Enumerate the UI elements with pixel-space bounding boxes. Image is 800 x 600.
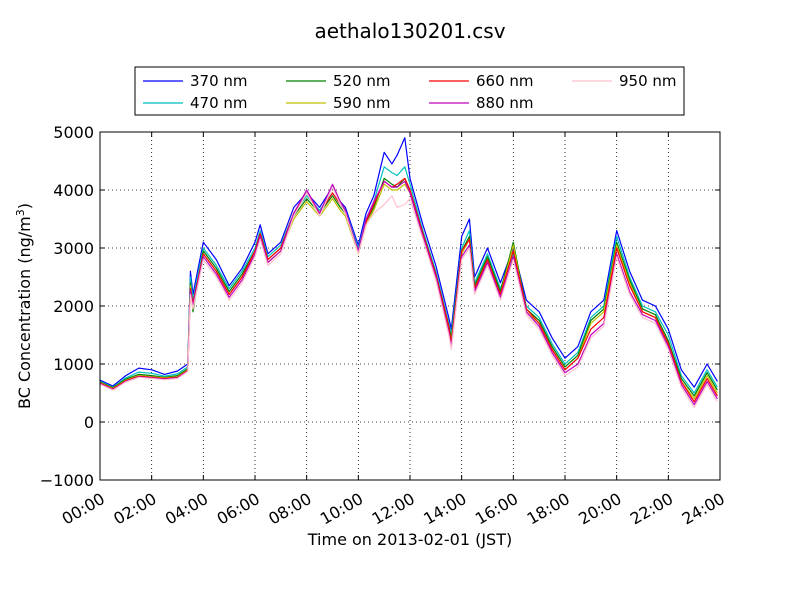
legend: 370 nm 470 nm 520 nm 590 nm 660 nm 880 nm 950 …	[134, 66, 685, 116]
x-tick-label: 18:00	[524, 489, 573, 529]
x-tick-label: 06:00	[214, 489, 263, 529]
legend-label: 950 nm	[619, 72, 677, 90]
series-lines	[99, 137, 718, 409]
y-axis-label: BC Concentration (ng/m3)	[14, 203, 35, 409]
x-axis-label: Time on 2013-02-01 (JST)	[307, 530, 512, 549]
series-line	[99, 166, 718, 394]
legend-label: 660 nm	[476, 72, 534, 90]
legend-label: 470 nm	[190, 94, 248, 112]
x-tick-label: 24:00	[679, 489, 728, 529]
x-tick-label: 22:00	[627, 489, 676, 529]
x-tick-label: 00:00	[59, 489, 108, 529]
x-tick-label: 10:00	[317, 489, 366, 529]
chart-title: aethalo130201.csv	[314, 19, 505, 43]
y-tick-label: 0	[84, 413, 94, 432]
x-tick-label: 16:00	[472, 489, 521, 529]
legend-box	[134, 66, 685, 116]
legend-label: 590 nm	[333, 94, 391, 112]
y-axis-label-superscript: 3	[14, 209, 27, 216]
x-tick-label: 20:00	[575, 489, 624, 529]
y-tick-label: 4000	[53, 181, 94, 200]
y-axis-label-main: BC Concentration (ng/m	[15, 216, 34, 409]
y-tick-label: 3000	[53, 239, 94, 258]
x-tick-label: 08:00	[265, 489, 314, 529]
y-tick-label: 5000	[53, 123, 94, 142]
series-line	[99, 137, 718, 388]
x-tick-label: 02:00	[110, 489, 159, 529]
x-tick-label: 04:00	[162, 489, 211, 529]
series-line	[99, 186, 718, 409]
legend-label: 370 nm	[190, 72, 248, 90]
legend-label: 520 nm	[333, 72, 391, 90]
y-axis-label-tail: )	[15, 203, 34, 209]
y-tick-label: 2000	[53, 297, 94, 316]
x-tick-label: 12:00	[369, 489, 418, 529]
y-tick-label: 1000	[53, 355, 94, 374]
y-tick-label: −1000	[40, 471, 94, 490]
x-tick-label: 14:00	[420, 489, 469, 529]
legend-label: 880 nm	[476, 94, 534, 112]
